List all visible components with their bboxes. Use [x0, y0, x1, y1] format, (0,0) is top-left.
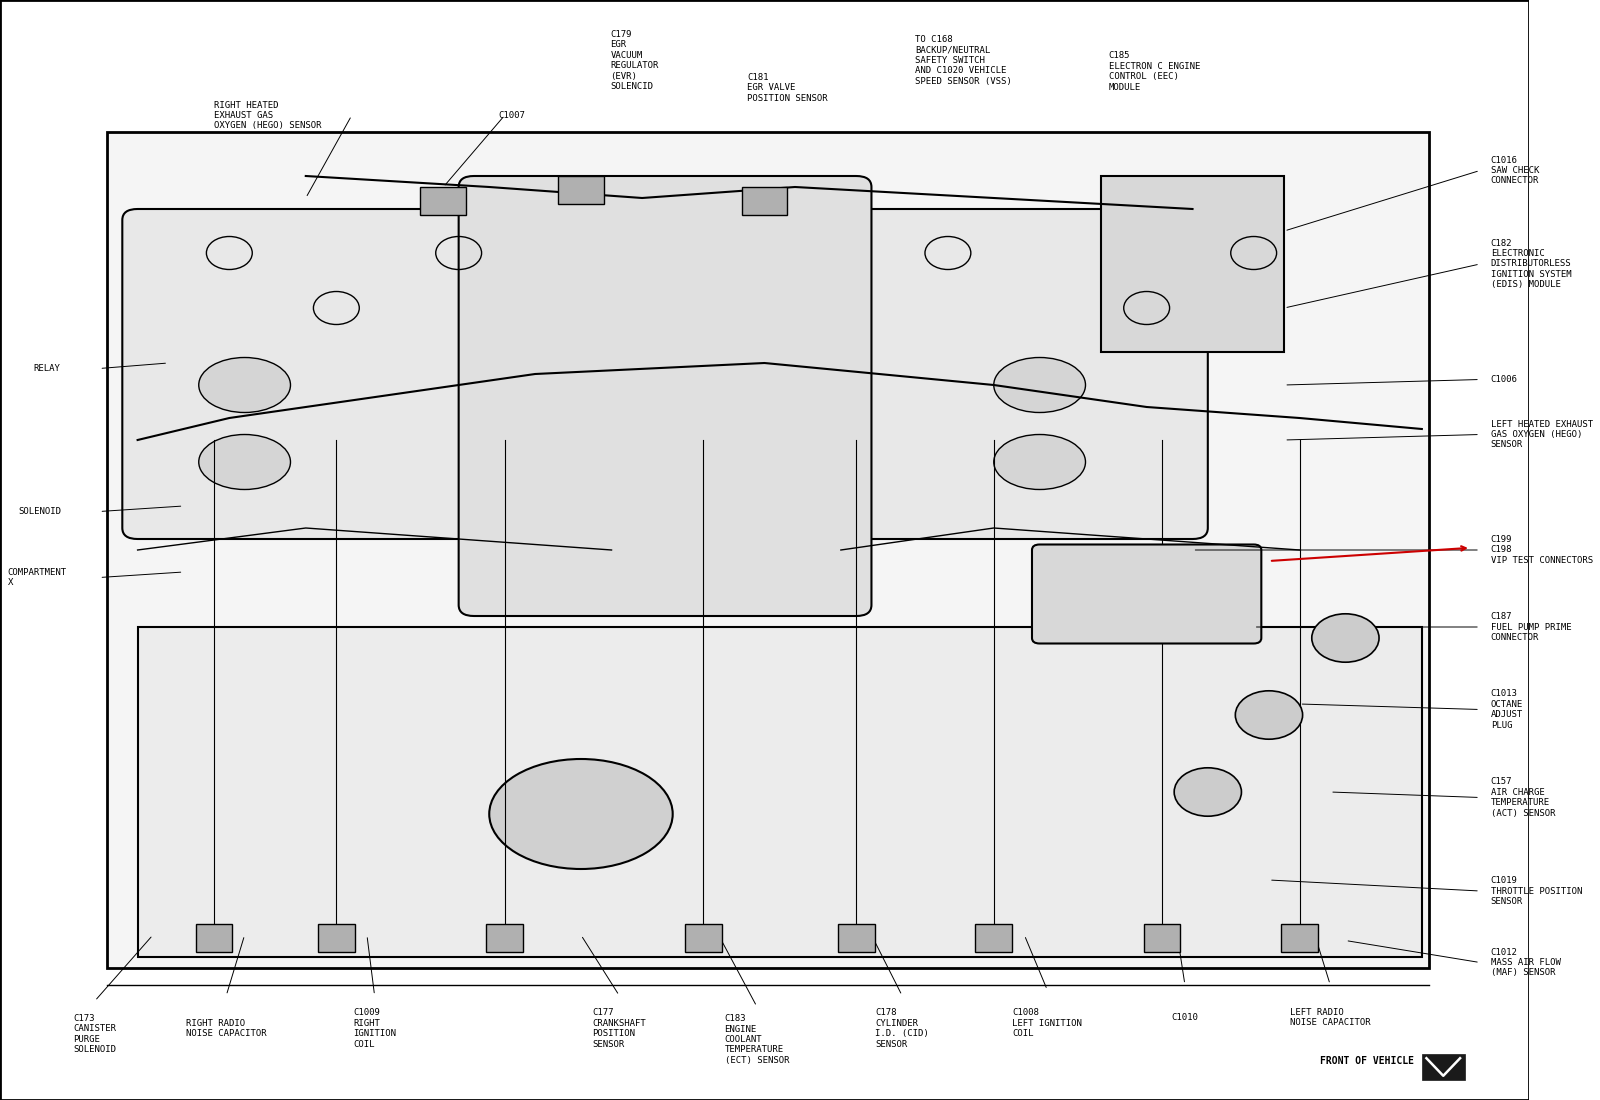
Bar: [138, 627, 1422, 957]
Text: C199
C198
VIP TEST CONNECTORS: C199 C198 VIP TEST CONNECTORS: [1491, 535, 1592, 565]
Text: RELAY: RELAY: [34, 364, 61, 373]
Text: LEFT RADIO
NOISE CAPACITOR: LEFT RADIO NOISE CAPACITOR: [1290, 1008, 1371, 1027]
Ellipse shape: [198, 358, 291, 412]
Text: C1013
OCTANE
ADJUST
PLUG: C1013 OCTANE ADJUST PLUG: [1491, 690, 1523, 729]
FancyBboxPatch shape: [459, 176, 872, 616]
FancyBboxPatch shape: [107, 132, 1429, 968]
Text: C1006: C1006: [1491, 375, 1517, 384]
Text: C173
CANISTER
PURGE
SOLENOID: C173 CANISTER PURGE SOLENOID: [74, 1014, 117, 1054]
Bar: [838, 924, 875, 952]
Circle shape: [1174, 768, 1242, 816]
Text: C179
EGR
VACUUM
REGULATOR
(EVR)
SOLENCID: C179 EGR VACUUM REGULATOR (EVR) SOLENCID: [610, 30, 659, 91]
Text: C1010: C1010: [1171, 1013, 1198, 1022]
Text: C1012
MASS AIR FLOW
(MAF) SENSOR: C1012 MASS AIR FLOW (MAF) SENSOR: [1491, 947, 1560, 978]
Ellipse shape: [994, 358, 1085, 412]
Text: COMPARTMENT
X: COMPARTMENT X: [8, 568, 67, 587]
Bar: [1282, 924, 1318, 952]
Text: C1016
SAW CHECK
CONNECTOR: C1016 SAW CHECK CONNECTOR: [1491, 155, 1539, 186]
Text: C1009
RIGHT
IGNITION
COIL: C1009 RIGHT IGNITION COIL: [354, 1009, 397, 1048]
Circle shape: [1235, 691, 1302, 739]
Text: C1019
THROTTLE POSITION
SENSOR: C1019 THROTTLE POSITION SENSOR: [1491, 876, 1582, 906]
Text: LEFT HEATED EXHAUST
GAS OXYGEN (HEGO)
SENSOR: LEFT HEATED EXHAUST GAS OXYGEN (HEGO) SE…: [1491, 419, 1592, 450]
PathPatch shape: [1422, 1054, 1464, 1080]
Text: RIGHT RADIO
NOISE CAPACITOR: RIGHT RADIO NOISE CAPACITOR: [186, 1019, 267, 1038]
Bar: [1101, 176, 1285, 352]
Text: SOLENOID: SOLENOID: [18, 507, 61, 516]
Ellipse shape: [994, 434, 1085, 490]
Circle shape: [1312, 614, 1379, 662]
Bar: [318, 924, 355, 952]
Bar: [558, 176, 603, 204]
Text: C185
ELECTRON C ENGINE
CONTROL (EEC)
MODULE: C185 ELECTRON C ENGINE CONTROL (EEC) MOD…: [1109, 52, 1200, 91]
Ellipse shape: [198, 434, 291, 490]
FancyBboxPatch shape: [122, 209, 490, 539]
Bar: [1144, 924, 1181, 952]
Text: C183
ENGINE
COOLANT
TEMPERATURE
(ECT) SENSOR: C183 ENGINE COOLANT TEMPERATURE (ECT) SE…: [725, 1014, 789, 1065]
Text: C177
CRANKSHAFT
POSITION
SENSOR: C177 CRANKSHAFT POSITION SENSOR: [592, 1009, 646, 1048]
Bar: [741, 187, 787, 214]
Text: C1007: C1007: [499, 111, 526, 120]
Bar: [421, 187, 466, 214]
Text: C187
FUEL PUMP PRIME
CONNECTOR: C187 FUEL PUMP PRIME CONNECTOR: [1491, 612, 1571, 642]
Bar: [195, 924, 232, 952]
Bar: [976, 924, 1013, 952]
Text: C182
ELECTRONIC
DISTRIBUTORLESS
IGNITION SYSTEM
(EDIS) MODULE: C182 ELECTRONIC DISTRIBUTORLESS IGNITION…: [1491, 239, 1571, 289]
Text: RIGHT HEATED
EXHAUST GAS
OXYGEN (HEGO) SENSOR: RIGHT HEATED EXHAUST GAS OXYGEN (HEGO) S…: [214, 100, 322, 131]
Text: TO C168
BACKUP/NEUTRAL
SAFETY SWITCH
AND C1020 VEHICLE
SPEED SENSOR (VSS): TO C168 BACKUP/NEUTRAL SAFETY SWITCH AND…: [915, 35, 1011, 86]
FancyBboxPatch shape: [842, 209, 1208, 539]
Text: C157
AIR CHARGE
TEMPERATURE
(ACT) SENSOR: C157 AIR CHARGE TEMPERATURE (ACT) SENSOR: [1491, 778, 1555, 817]
Bar: [486, 924, 523, 952]
Bar: [685, 924, 722, 952]
Text: FRONT OF VEHICLE: FRONT OF VEHICLE: [1320, 1056, 1414, 1067]
FancyBboxPatch shape: [1032, 544, 1261, 644]
Text: C1008
LEFT IGNITION
COIL: C1008 LEFT IGNITION COIL: [1013, 1008, 1082, 1038]
Text: C178
CYLINDER
I.D. (CID)
SENSOR: C178 CYLINDER I.D. (CID) SENSOR: [875, 1009, 930, 1048]
Text: C181
EGR VALVE
POSITION SENSOR: C181 EGR VALVE POSITION SENSOR: [747, 73, 827, 103]
Ellipse shape: [490, 759, 672, 869]
